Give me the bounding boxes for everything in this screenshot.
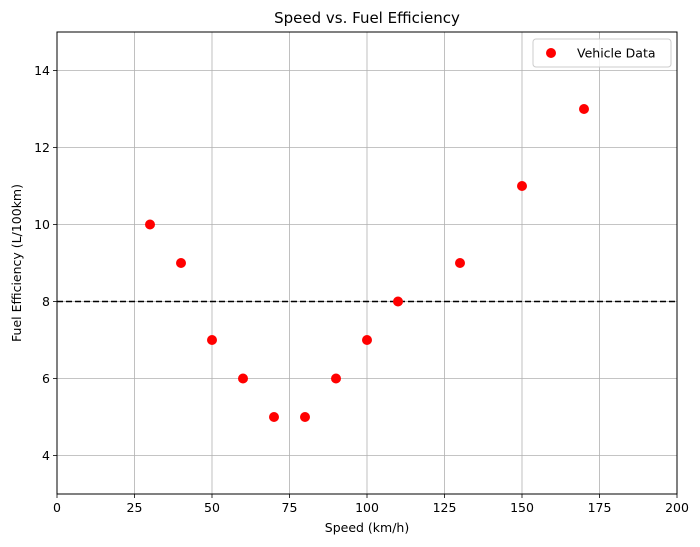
data-point-0-5	[300, 412, 310, 422]
data-point-0-10	[517, 181, 527, 191]
data-point-0-9	[455, 258, 465, 268]
grid-lines	[56, 32, 678, 494]
legend: Vehicle Data	[532, 38, 672, 68]
data-point-0-8	[393, 296, 403, 307]
x-tick-label-2: 50	[204, 500, 220, 515]
x-axis-ticks: 0 25 50 75 100 125 150 175 200	[53, 494, 689, 515]
x-tick-label-7: 175	[588, 500, 612, 515]
data-point-0-6	[331, 373, 341, 384]
y-tick-label-0: 4	[42, 448, 50, 463]
data-point-0-11	[579, 104, 589, 114]
data-point-0-1	[176, 258, 186, 268]
x-tick-label-1: 25	[127, 500, 143, 515]
data-point-0-2	[207, 335, 217, 345]
y-tick-label-4: 12	[34, 140, 50, 155]
x-tick-label-6: 150	[510, 500, 534, 515]
x-tick-label-4: 100	[355, 500, 379, 515]
x-tick-label-3: 75	[282, 500, 298, 515]
x-tick-label-8: 200	[665, 500, 689, 515]
legend-box	[532, 38, 672, 68]
y-tick-label-2: 8	[42, 294, 50, 309]
y-tick-label-5: 14	[34, 63, 50, 78]
legend-label: Vehicle Data	[577, 46, 656, 61]
x-tick-label-0: 0	[53, 500, 61, 515]
data-point-0-7	[362, 335, 372, 345]
data-point-0-3	[238, 373, 248, 384]
y-tick-label-1: 6	[42, 371, 50, 386]
y-tick-label-3: 10	[34, 217, 50, 232]
chart-title: Speed vs. Fuel Efficiency	[274, 9, 460, 27]
x-axis-label: Speed (km/h)	[325, 520, 409, 535]
legend-marker	[546, 48, 556, 58]
data-point-0-4	[269, 412, 279, 422]
y-axis-ticks: 4 6 8 10 12 14	[34, 63, 57, 463]
y-axis-label: Fuel Efficiency (L/100km)	[9, 184, 24, 342]
data-points	[145, 104, 589, 422]
data-point-0-0	[145, 219, 155, 230]
x-tick-label-5: 125	[433, 500, 457, 515]
